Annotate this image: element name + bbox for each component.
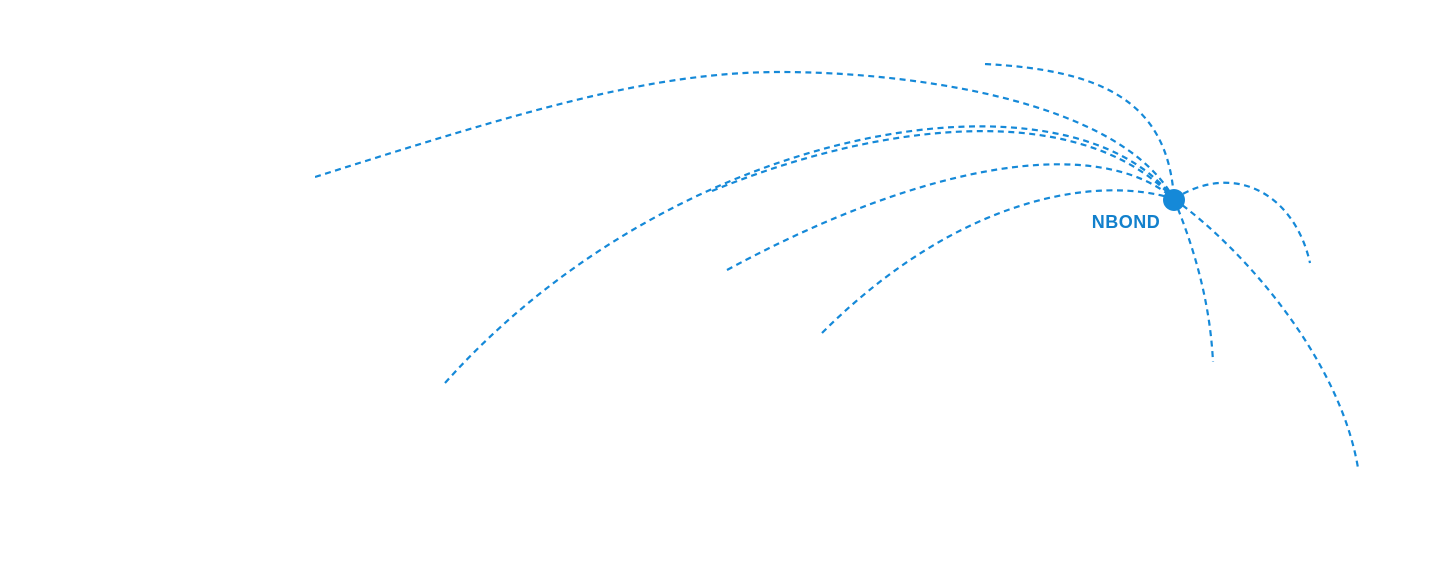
edge-southwest-long xyxy=(444,125,1175,384)
edge-southeast-corner xyxy=(1173,198,1360,468)
edge-west-short xyxy=(821,189,1175,334)
edge-layer xyxy=(315,63,1360,468)
edge-west-mid-lower xyxy=(726,163,1175,271)
edge-east-arc xyxy=(1173,181,1312,264)
edge-south-vertical xyxy=(1172,198,1215,363)
edge-north-clipped xyxy=(984,63,1176,200)
graph-node-nbond[interactable] xyxy=(1163,189,1185,211)
edge-west-mid-upper xyxy=(711,130,1175,200)
node-label-nbond[interactable]: NBOND xyxy=(1089,210,1162,235)
graph-svg: NBOND xyxy=(315,63,1360,468)
graph-plot-area: NBOND xyxy=(315,63,1360,468)
edge-west-long xyxy=(315,70,1175,200)
